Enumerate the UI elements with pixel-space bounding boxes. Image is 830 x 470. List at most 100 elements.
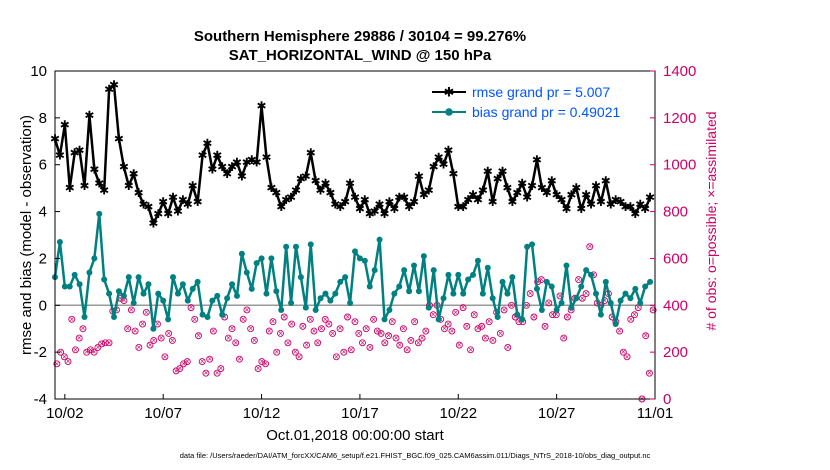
obs-assimilated-point: × bbox=[144, 308, 149, 317]
rmse-point: ✱ bbox=[512, 186, 522, 200]
obs-possible-point bbox=[258, 358, 266, 365]
rmse-point: ✱ bbox=[168, 191, 178, 205]
bias-point bbox=[588, 271, 595, 278]
obs-assimilated-point: × bbox=[215, 369, 220, 378]
obs-possible-point bbox=[273, 348, 281, 356]
obs-assimilated-point: × bbox=[576, 275, 581, 284]
rmse-point: ✱ bbox=[134, 186, 144, 200]
obs-possible-point bbox=[530, 313, 538, 321]
obs-possible-point bbox=[202, 369, 210, 377]
obs-possible-point bbox=[146, 341, 154, 349]
bias-point bbox=[76, 281, 83, 288]
obs-assimilated-point: × bbox=[368, 343, 373, 352]
x-axis-label: Oct.01,2018 00:00:00 start bbox=[266, 427, 444, 444]
obs-possible-point bbox=[496, 329, 504, 337]
bias-point bbox=[317, 295, 324, 302]
obs-possible-point bbox=[269, 318, 277, 326]
obs-possible-point bbox=[619, 348, 627, 356]
rmse-point: ✱ bbox=[443, 144, 453, 158]
bias-point bbox=[322, 290, 329, 297]
obs-possible-point bbox=[303, 341, 311, 349]
obs-possible-point bbox=[336, 325, 344, 333]
obs-possible-point bbox=[459, 304, 467, 312]
obs-assimilated-point: × bbox=[286, 338, 291, 347]
data-file-footer: data file: /Users/raeder/DAI/ATM_forcXX/… bbox=[179, 451, 651, 460]
obs-assimilated-point: × bbox=[315, 338, 320, 347]
rmse-point: ✱ bbox=[586, 198, 596, 212]
bias-point bbox=[435, 316, 442, 323]
obs-assimilated-point: × bbox=[517, 317, 522, 326]
rmse-point: ✱ bbox=[89, 162, 99, 176]
obs-possible-point bbox=[407, 336, 415, 344]
rmse-point: ✱ bbox=[320, 176, 330, 190]
obs-assimilated-point: × bbox=[99, 339, 104, 348]
bias-point bbox=[647, 278, 654, 285]
obs-assimilated-point: × bbox=[546, 298, 551, 307]
y-right-tick-label: 600 bbox=[663, 250, 688, 267]
obs-assimilated-point: × bbox=[386, 331, 391, 340]
obs-possible-point bbox=[385, 332, 392, 340]
obs-possible-point bbox=[79, 325, 87, 333]
rmse-point: ✱ bbox=[620, 200, 630, 214]
bias-point bbox=[356, 255, 363, 262]
bias-point bbox=[430, 267, 437, 274]
x-tick-label: 10/27 bbox=[538, 405, 576, 422]
bias-point bbox=[219, 311, 226, 318]
rmse-point: ✱ bbox=[434, 151, 444, 165]
obs-possible-point bbox=[381, 339, 389, 347]
rmse-point: ✱ bbox=[252, 155, 262, 169]
obs-assimilated-point: × bbox=[580, 294, 585, 303]
rmse-point: ✱ bbox=[138, 198, 148, 212]
obs-possible-point bbox=[288, 320, 296, 328]
rmse-point: ✱ bbox=[453, 200, 463, 214]
obs-possible-point bbox=[83, 348, 91, 356]
obs-assimilated-point: × bbox=[319, 324, 324, 333]
rmse-point: ✱ bbox=[70, 146, 80, 160]
obs-assimilated-point: × bbox=[122, 296, 127, 305]
obs-assimilated-point: × bbox=[450, 327, 455, 336]
obs-assimilated-point: × bbox=[312, 327, 317, 336]
rmse-point: ✱ bbox=[109, 78, 119, 92]
obs-possible-point bbox=[586, 243, 594, 251]
rmse-point: ✱ bbox=[173, 205, 183, 219]
y-left-tick-label: 6 bbox=[39, 157, 47, 174]
rmse-point: ✱ bbox=[222, 167, 232, 181]
obs-possible-point bbox=[526, 290, 534, 298]
obs-assimilated-point: × bbox=[166, 329, 171, 338]
obs-assimilated-point: × bbox=[535, 277, 540, 286]
rmse-point: ✱ bbox=[379, 207, 389, 221]
bias-point bbox=[199, 311, 206, 318]
obs-possible-point bbox=[362, 325, 370, 333]
obs-possible-point bbox=[195, 332, 202, 340]
rmse-point: ✱ bbox=[65, 181, 75, 195]
obs-possible-point bbox=[157, 334, 165, 342]
bias-point bbox=[396, 283, 403, 290]
obs-possible-point bbox=[563, 313, 571, 321]
bias-point bbox=[120, 292, 127, 299]
bias-point bbox=[597, 311, 604, 318]
axes-box bbox=[54, 70, 656, 400]
obs-possible-point bbox=[403, 346, 411, 354]
bias-point bbox=[607, 299, 614, 306]
y-left-tick-label: 2 bbox=[39, 250, 47, 267]
bias-point bbox=[519, 316, 526, 323]
rmse-point: ✱ bbox=[502, 181, 512, 195]
obs-assimilated-point: × bbox=[219, 364, 224, 373]
rmse-point: ✱ bbox=[478, 183, 488, 197]
bias-point bbox=[204, 314, 211, 320]
rmse-point: ✱ bbox=[266, 181, 276, 195]
bias-point bbox=[352, 248, 358, 255]
obs-assimilated-point: × bbox=[174, 366, 179, 375]
obs-assimilated-point: × bbox=[181, 359, 186, 368]
obs-assimilated-point: × bbox=[617, 327, 622, 336]
bias-point bbox=[612, 321, 619, 328]
obs-possible-point bbox=[478, 322, 486, 330]
bias-point bbox=[243, 269, 250, 276]
obs-possible-point bbox=[243, 306, 251, 314]
obs-possible-point bbox=[232, 339, 240, 347]
rmse-point: ✱ bbox=[409, 195, 419, 209]
bias-point bbox=[184, 297, 191, 304]
bias-point bbox=[258, 255, 265, 262]
obs-assimilated-point: × bbox=[505, 343, 510, 352]
